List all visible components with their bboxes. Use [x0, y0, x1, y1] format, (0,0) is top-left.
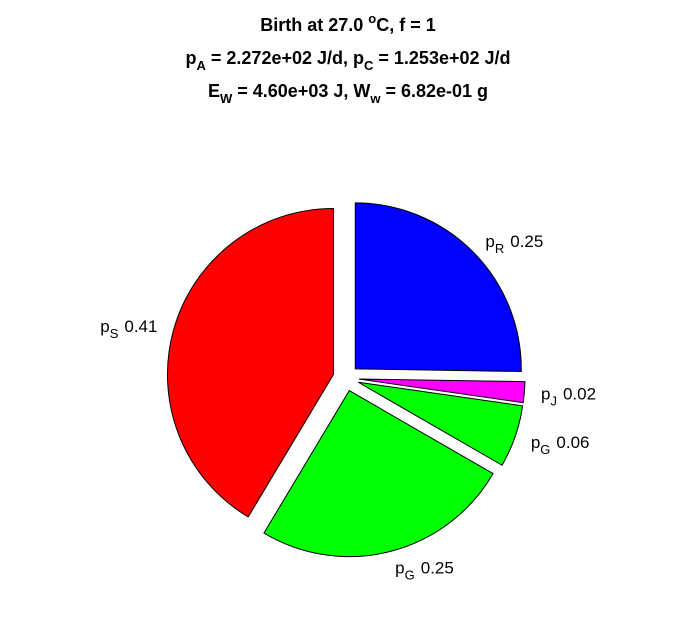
- text-run: G: [540, 442, 550, 457]
- text-run: p: [485, 232, 494, 251]
- text-run: C: [364, 58, 374, 73]
- pie-slice: [166, 208, 334, 518]
- text-run: o: [368, 11, 376, 26]
- pie-slice: [354, 202, 522, 373]
- slice-value: 0.02: [563, 385, 596, 404]
- slice-label: pG 0.06: [531, 433, 590, 457]
- text-run: S: [110, 326, 119, 341]
- slice-label: pG 0.25: [395, 558, 454, 582]
- text-run: = 2.272e+02 J/d, p: [206, 48, 364, 68]
- text-run: G: [405, 567, 415, 582]
- slice-value: 0.06: [556, 433, 589, 452]
- text-run: p: [186, 48, 197, 68]
- slice-label: pR 0.25: [485, 232, 543, 256]
- slice-label: pS 0.41: [100, 317, 157, 341]
- text-run: p: [531, 433, 540, 452]
- text-run: J: [550, 394, 557, 409]
- slice-value: 0.25: [510, 232, 543, 251]
- slice-value: 0.41: [124, 317, 157, 336]
- chart-title: Birth at 27.0 oC, f = 1: [260, 11, 436, 35]
- text-run: Birth at 27.0: [260, 15, 368, 35]
- text-run: C, f = 1: [376, 15, 436, 35]
- pie-slice: [263, 389, 494, 558]
- pie-slice: [358, 378, 526, 404]
- pie-slice: [358, 381, 524, 466]
- text-run: W: [220, 91, 233, 106]
- text-run: p: [541, 385, 550, 404]
- text-run: A: [197, 58, 207, 73]
- chart-title: pA = 2.272e+02 J/d, pC = 1.253e+02 J/d: [186, 48, 511, 73]
- text-run: w: [369, 91, 381, 106]
- text-run: = 1.253e+02 J/d: [373, 48, 510, 68]
- slice-value: 0.25: [421, 558, 454, 577]
- text-run: p: [395, 558, 404, 577]
- chart-title: EW = 4.60e+03 J, Ww = 6.82e-01 g: [208, 81, 488, 106]
- text-run: R: [495, 241, 504, 256]
- slice-label: pJ 0.02: [541, 385, 596, 409]
- text-run: p: [100, 317, 109, 336]
- text-run: E: [208, 81, 220, 101]
- text-run: = 6.82e-01 g: [380, 81, 488, 101]
- text-run: = 4.60e+03 J, W: [232, 81, 370, 101]
